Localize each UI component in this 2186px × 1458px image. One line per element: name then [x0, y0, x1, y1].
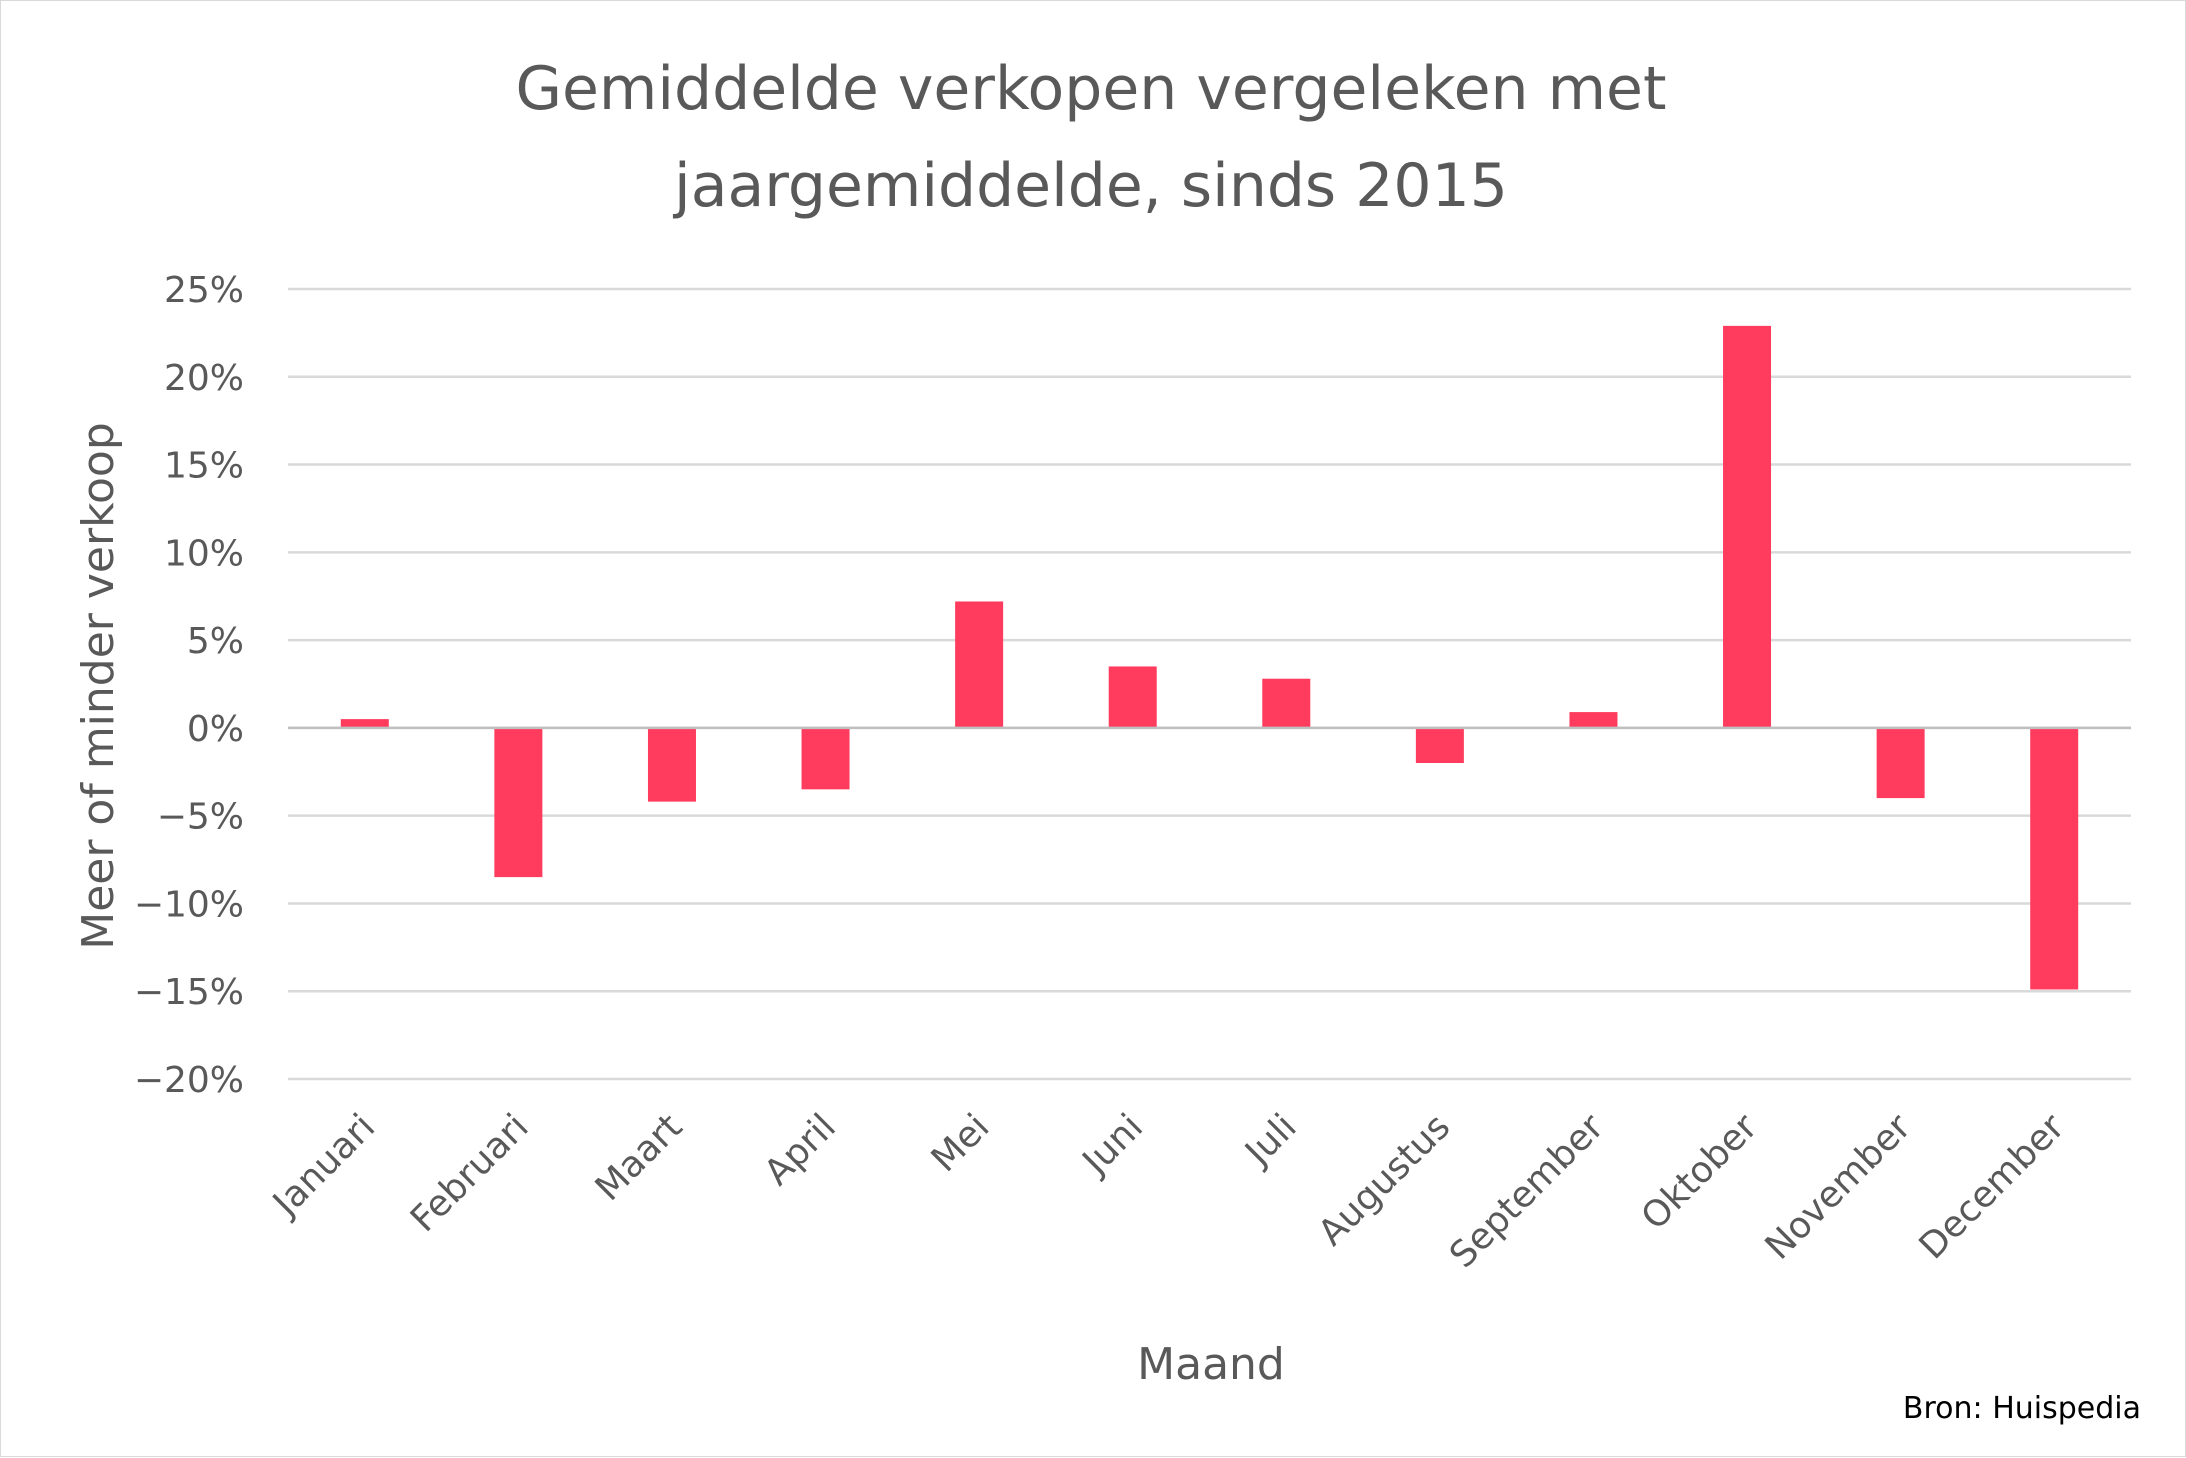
- x-category-label: November: [1758, 1106, 1920, 1268]
- bar: [494, 727, 543, 878]
- bar: [1569, 712, 1618, 728]
- y-tick-label: −5%: [157, 797, 244, 838]
- x-axis-title: Maand: [1137, 1339, 1285, 1390]
- x-category-label: September: [1442, 1106, 1612, 1276]
- y-tick-label: −20%: [134, 1060, 244, 1101]
- y-tick-label: 20%: [164, 358, 244, 399]
- x-category-label: Maart: [588, 1106, 691, 1209]
- bar: [1108, 666, 1157, 728]
- x-category-label: Oktober: [1634, 1106, 1766, 1238]
- x-category-label: December: [1912, 1106, 2073, 1267]
- bars: [340, 325, 2079, 990]
- bar: [340, 719, 389, 728]
- y-tick-label: 0%: [187, 709, 244, 750]
- y-tick-label: 5%: [187, 621, 244, 662]
- x-category-label: Februari: [403, 1106, 537, 1240]
- x-category-label: Januari: [264, 1106, 383, 1225]
- x-category-label: Juli: [1236, 1106, 1304, 1174]
- bar: [1876, 727, 1925, 799]
- y-tick-label: −10%: [134, 884, 244, 925]
- gridlines: [288, 287, 2131, 1081]
- chart-title-line-1: Gemiddelde verkopen vergeleken met: [516, 54, 1667, 124]
- bar: [1723, 325, 1772, 728]
- x-category-label: Mei: [924, 1106, 998, 1180]
- bar: [1262, 678, 1311, 728]
- bar: [801, 727, 850, 790]
- y-axis-title: Meer of minder verkoop: [73, 422, 124, 950]
- y-tick-label: 15%: [164, 446, 244, 487]
- bar: [2030, 727, 2079, 990]
- x-category-label: Juni: [1074, 1106, 1151, 1183]
- x-category-label: April: [757, 1106, 844, 1193]
- bar: [955, 601, 1004, 728]
- y-tick-label: 25%: [164, 270, 244, 311]
- chart-title-line-2: jaargemiddelde, sinds 2015: [672, 151, 1508, 221]
- x-axis-categories: Januari Februari Maart April Mei Juni Juli Augu…: [264, 1106, 2072, 1276]
- y-tick-label: −15%: [134, 972, 244, 1013]
- y-tick-label: 10%: [164, 533, 244, 574]
- x-category-label: Augustus: [1311, 1106, 1458, 1253]
- y-axis-ticks: 25% 20% 15% 10% 5% 0% −5% −10% −15% −20%: [134, 270, 244, 1101]
- bar: [1415, 727, 1464, 763]
- source-note: Bron: Huispedia: [1903, 1391, 2141, 1426]
- bar: [647, 727, 696, 802]
